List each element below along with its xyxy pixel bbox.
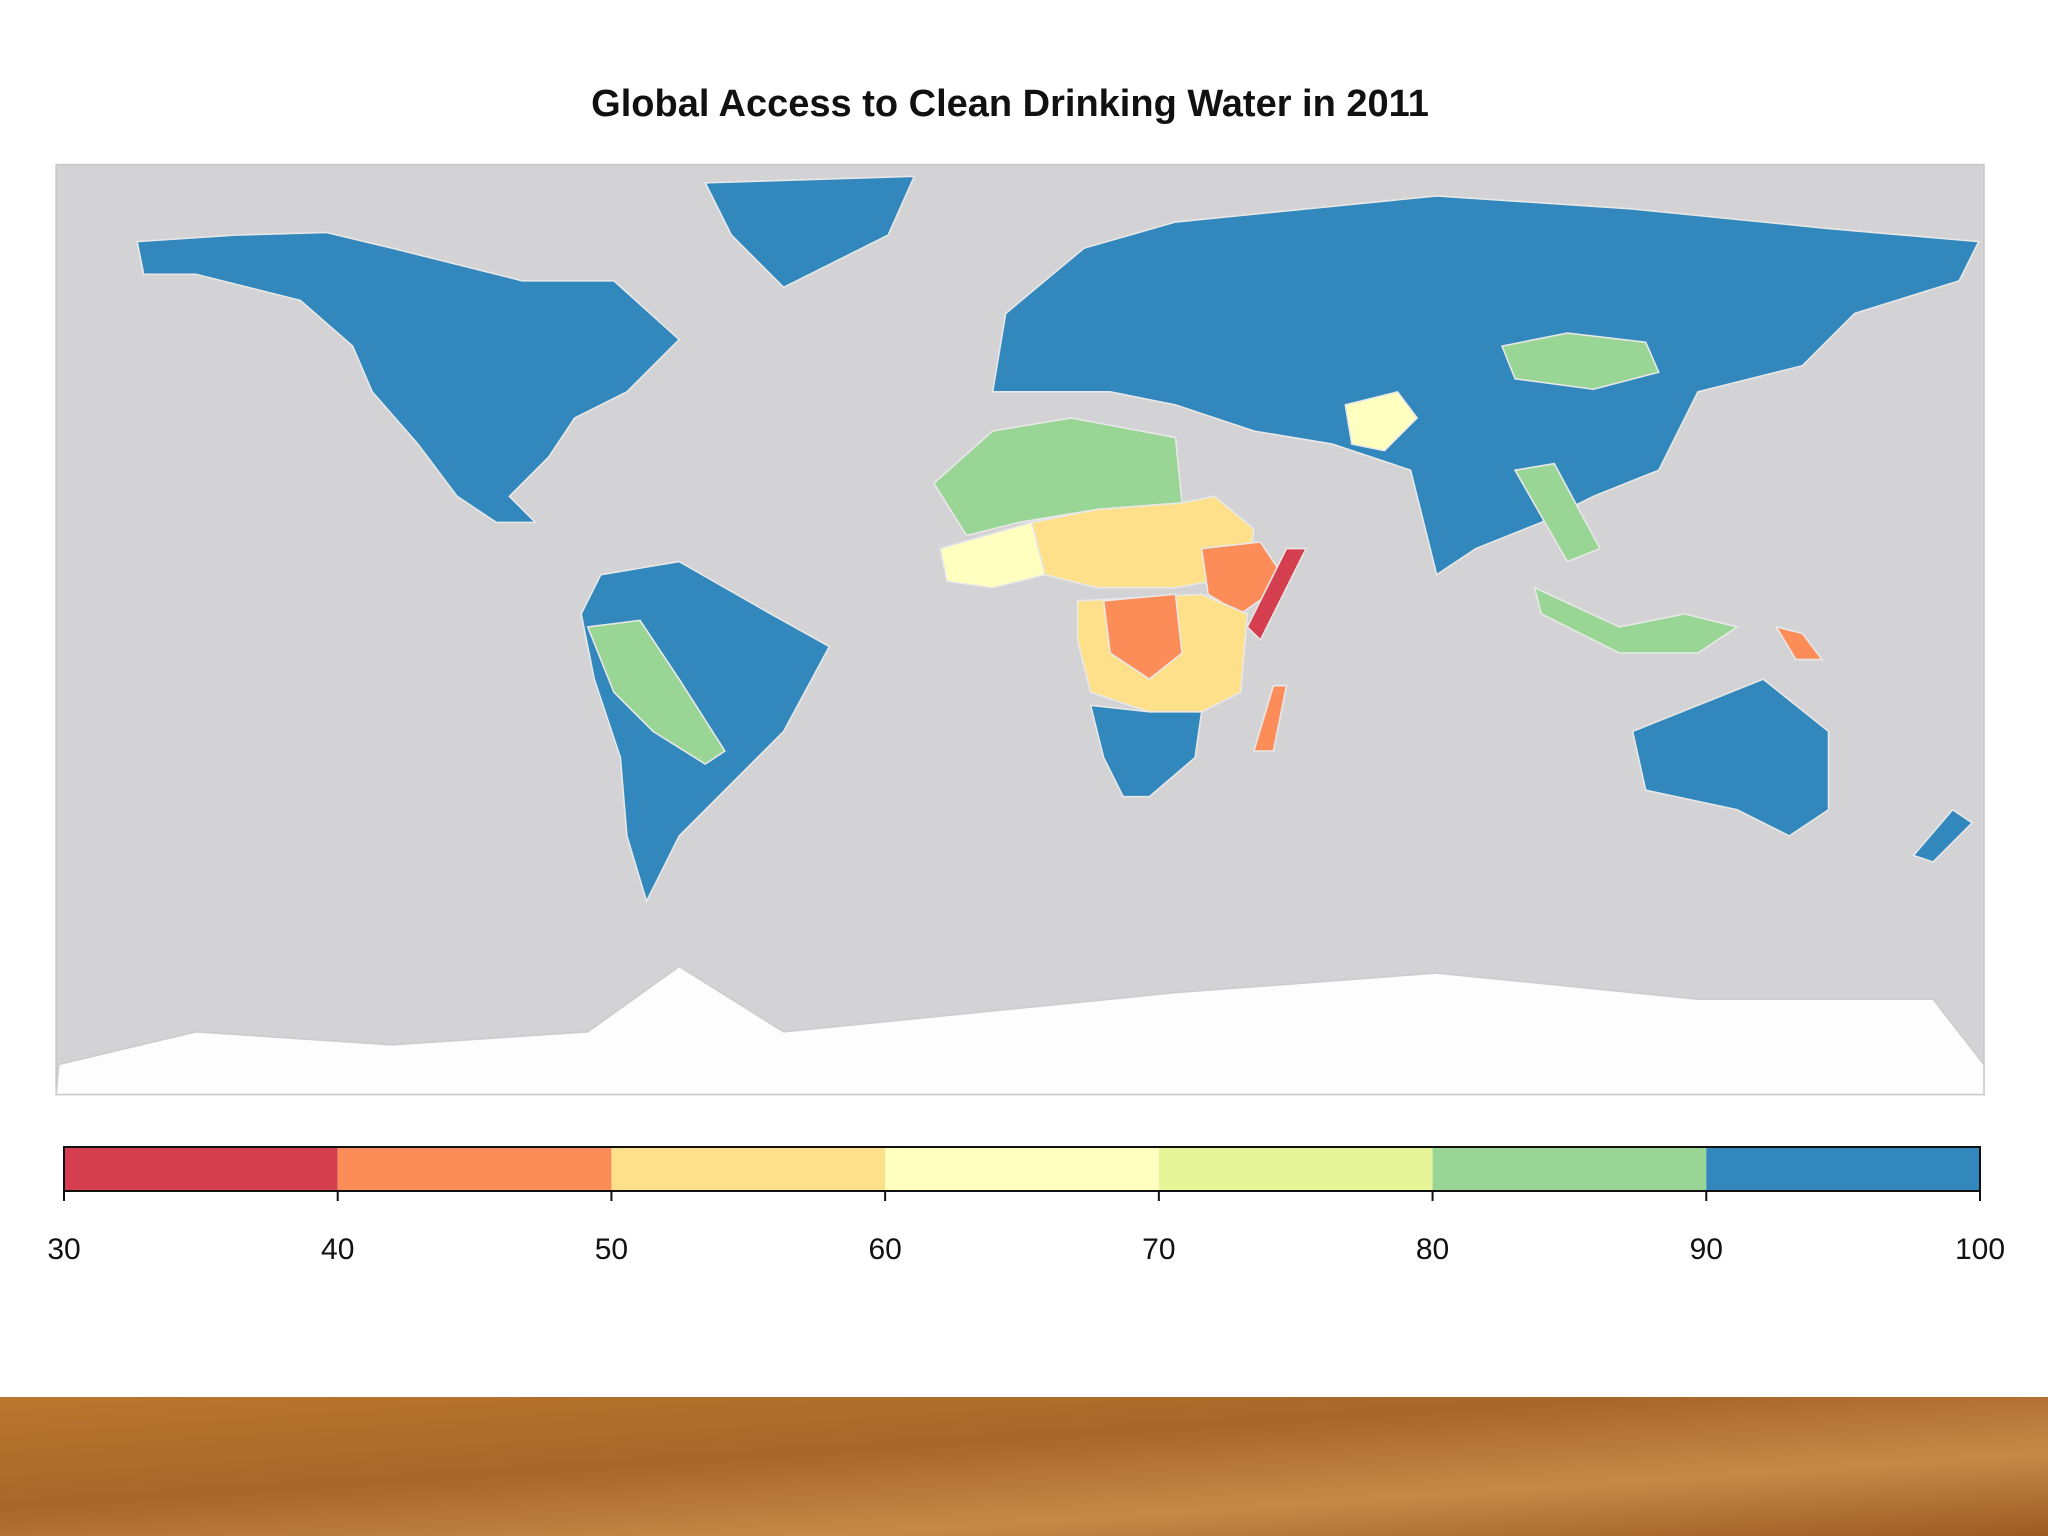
world-map (55, 163, 1985, 1096)
greenland (704, 175, 916, 289)
afghanistan (1344, 390, 1419, 452)
tick-label: 70 (1142, 1233, 1175, 1266)
australia (1631, 678, 1830, 837)
colorbar-segment (337, 1147, 612, 1191)
antarctica (55, 965, 1985, 1096)
indonesia (1533, 586, 1740, 654)
colorbar-segment (64, 1147, 338, 1191)
andes-countries (586, 619, 726, 766)
colorbar-segment (1706, 1147, 1980, 1191)
eurasia (991, 195, 1980, 576)
southern-africa (1089, 704, 1203, 798)
colorbar-segment (1158, 1147, 1433, 1191)
colorbar: 30 40 50 60 70 80 90 100 (47, 1146, 2005, 1266)
madagascar (1252, 684, 1288, 752)
colorbar-segment (1432, 1147, 1707, 1191)
southeast-asia (1513, 462, 1602, 563)
chart-title: Global Access to Clean Drinking Water in… (591, 83, 1429, 125)
tick-label: 60 (868, 1233, 901, 1266)
somalia (1246, 547, 1308, 642)
congo (1102, 593, 1183, 681)
colorbar-segment (611, 1147, 886, 1191)
colorbar-segment (885, 1147, 1159, 1191)
desert-photo (0, 1397, 2048, 1536)
new-zealand (1912, 808, 1974, 863)
tick-label: 30 (47, 1233, 80, 1266)
north-america (136, 231, 681, 524)
papua-new-guinea (1774, 625, 1824, 661)
tick-label: 100 (1955, 1233, 2005, 1266)
colorbar-frame (63, 1146, 1981, 1192)
tick-label: 50 (595, 1233, 628, 1266)
mongolia (1500, 332, 1660, 391)
tick-label: 80 (1416, 1233, 1449, 1266)
tick-label: 40 (321, 1233, 354, 1266)
tick-label: 90 (1690, 1233, 1723, 1266)
west-africa (939, 521, 1046, 589)
